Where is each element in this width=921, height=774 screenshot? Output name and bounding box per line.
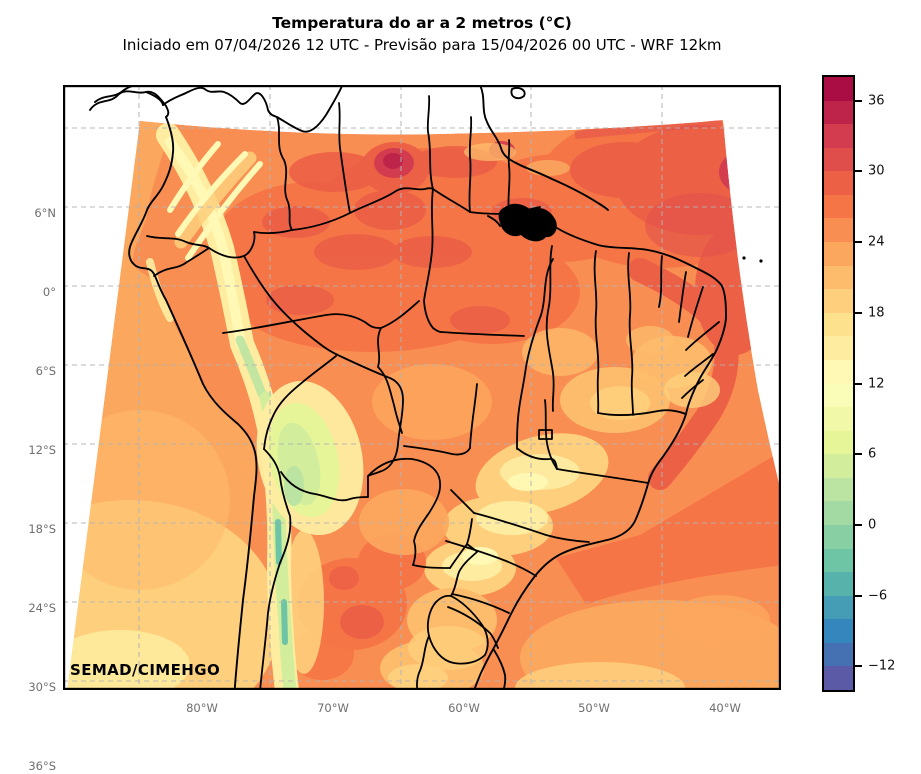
- guianas-coast: [479, 85, 609, 211]
- uruguay-border: [426, 594, 489, 665]
- colorbar-tick-label: 24: [868, 234, 885, 250]
- colorbar-segment: [824, 407, 853, 431]
- figure-subtitle: Iniciado em 07/04/2026 12 UTC - Previsão…: [122, 36, 722, 54]
- y-tick-label: 0°: [42, 285, 56, 299]
- colorbar-segment: [824, 124, 853, 148]
- colorbar-segment: [824, 77, 853, 101]
- colorbar-tick-label: 12: [868, 376, 885, 391]
- colorbar-segment: [824, 242, 853, 266]
- x-tick-label: 70°W: [317, 701, 349, 715]
- y-tick-label: 24°S: [28, 601, 56, 615]
- x-tick-label: 50°W: [578, 701, 610, 715]
- y-tick-label: 30°S: [28, 680, 56, 694]
- colorbar-segment: [824, 383, 853, 408]
- y-tick-label: 6°N: [34, 206, 56, 220]
- colorbar-tick-mark: [855, 453, 862, 456]
- colorbar-tick-mark: [855, 241, 862, 244]
- colorbar-ticks: 36 30 24 18 12 6 0 −6 −12: [822, 75, 921, 692]
- colorbar-segment: [824, 524, 853, 549]
- warm-land-patches: [262, 146, 552, 334]
- colorbar-segment: [824, 289, 853, 313]
- colorbar-tick-label: 36: [868, 93, 885, 109]
- map-frame: [63, 85, 781, 690]
- y-tick-label: 18°S: [28, 522, 56, 536]
- colorbar-tick-label: 18: [868, 305, 885, 321]
- colorbar: 36 30 24 18 12 6 0 −6 −12: [822, 75, 921, 695]
- page-title: Temperatura do ar a 2 metros (°C): [272, 14, 572, 32]
- pacific-coast: [128, 116, 258, 690]
- chile-argentina-border: [259, 448, 292, 690]
- colorbar-tick-label: −6: [868, 588, 888, 604]
- colorbar-segment: [824, 312, 853, 337]
- colorbar-segment: [824, 194, 853, 219]
- colorbar-tick-mark: [855, 382, 862, 385]
- colorbar-segment: [824, 430, 853, 455]
- colorbar-tick-label: −12: [868, 658, 896, 674]
- y-tick-label: 12°S: [28, 443, 56, 457]
- gridlines: [63, 85, 781, 690]
- x-axis-labels: 80°W 70°W 60°W 50°W 40°W: [63, 701, 781, 719]
- colorbar-segment: [824, 501, 853, 525]
- andes-cold-band: [146, 123, 300, 690]
- colorbar-segment: [824, 666, 853, 691]
- warm-se-atlantic: [556, 450, 781, 604]
- hot-argentina-chaco: [290, 534, 426, 680]
- x-tick-label: 60°W: [448, 701, 480, 715]
- figure-header: Temperatura do ar a 2 metros (°C) Inicia…: [63, 0, 781, 54]
- colorbar-gradient: [822, 75, 855, 692]
- colorbar-tick-mark: [855, 99, 862, 102]
- y-tick-label: 6°S: [35, 364, 56, 378]
- colorbar-tick-label: 6: [868, 446, 877, 462]
- map-canvas: [63, 85, 781, 690]
- colorbar-segment: [824, 454, 853, 478]
- colorbar-segment: [824, 477, 853, 502]
- colorbar-segment: [824, 359, 853, 384]
- colorbar-tick-mark: [855, 170, 862, 173]
- colorbar-segment: [824, 171, 853, 195]
- map-area: [63, 85, 781, 690]
- colorbar-segment: [824, 595, 853, 620]
- temperature-field: [66, 120, 781, 690]
- colorbar-segment: [824, 642, 853, 667]
- colorbar-tick-mark: [855, 665, 862, 668]
- colorbar-tick-label: 0: [868, 517, 877, 533]
- colorbar-segment: [824, 572, 853, 596]
- colorbar-segment: [824, 336, 853, 360]
- colorbar-tick-mark: [855, 594, 862, 597]
- colorbar-segment: [824, 548, 853, 573]
- colorbar-tick-mark: [855, 311, 862, 314]
- atlantic-coast: [473, 227, 727, 690]
- y-tick-label: 36°S: [28, 759, 56, 773]
- colorbar-tick-mark: [855, 523, 862, 526]
- colorbar-segment: [824, 265, 853, 290]
- cool-se-brazil: [380, 433, 609, 690]
- y-axis-labels: 6°N 0° 6°S 12°S 18°S 24°S 30°S 36°S: [0, 85, 56, 773]
- colorbar-segment: [824, 619, 853, 643]
- colorbar-segment: [824, 218, 853, 243]
- x-tick-label: 80°W: [186, 701, 218, 715]
- credit-watermark: SEMAD/CIMEHGO: [70, 661, 221, 679]
- trinidad-island: [510, 87, 526, 100]
- colorbar-segment: [824, 100, 853, 125]
- colorbar-segment: [824, 147, 853, 172]
- colorbar-tick-label: 30: [868, 163, 885, 179]
- country-and-state-borders: [146, 95, 720, 690]
- x-tick-label: 40°W: [709, 701, 741, 715]
- patos-lagoon: [493, 649, 507, 690]
- caribbean-coast: [162, 85, 343, 133]
